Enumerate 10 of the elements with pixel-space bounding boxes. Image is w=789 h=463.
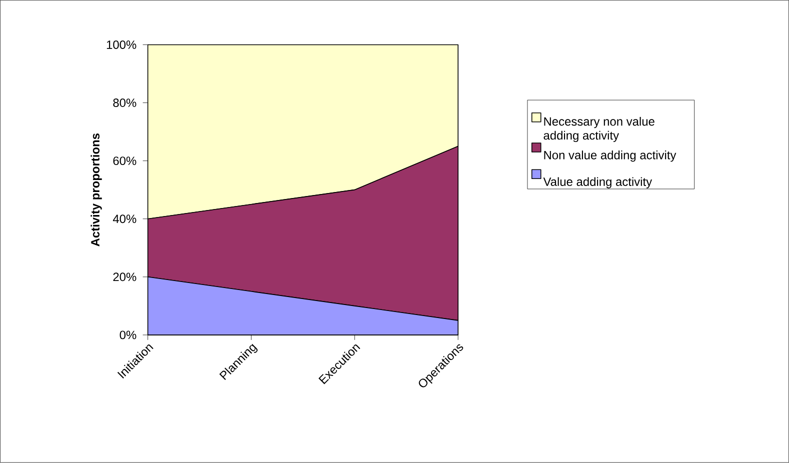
y-axis-title: Activity proportions (90, 134, 102, 246)
legend-label: Non value adding activity (544, 150, 676, 162)
y-tick-label: 60% (113, 156, 136, 166)
y-tick-label: 0% (120, 330, 136, 340)
y-tick-label: 40% (112, 214, 136, 224)
y-tick-label: 100% (106, 40, 136, 50)
legend-label: Value adding activity (543, 177, 652, 188)
y-tick-label: 20% (113, 272, 136, 282)
y-tick-label: 80% (113, 98, 136, 108)
text: Necessary non value adding activity (544, 117, 654, 142)
